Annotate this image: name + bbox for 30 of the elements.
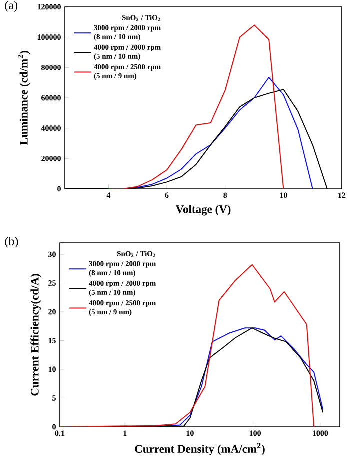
y-tick-label: 100000 — [38, 34, 61, 40]
y-tick-label: 30 — [48, 252, 56, 258]
y-tick-label: 80000 — [42, 64, 61, 70]
x-tick-label: 0.1 — [55, 430, 65, 436]
y-tick-label: 20 — [48, 309, 56, 315]
y-tick-label: 60000 — [42, 95, 61, 101]
chart-title: (b) — [5, 237, 18, 248]
x-tick-label: 4 — [106, 192, 111, 198]
y-tick-label: 120000 — [38, 4, 61, 10]
y-tick-label: 20000 — [42, 156, 61, 162]
x-tick-label: 100 — [250, 430, 262, 436]
x-tick-label: 1 — [124, 430, 127, 436]
y-tick-label: 15 — [48, 338, 56, 344]
x-tick-label: 1000 — [313, 430, 328, 436]
x-axis-title: Current Density (mA/cm$^{2}$) — [135, 443, 265, 456]
y-tick-label: 25 — [48, 280, 56, 286]
y-tick-label: 40000 — [41, 126, 61, 132]
x-tick-label: 10 — [280, 192, 288, 198]
y-tick-label: 5 — [52, 396, 56, 401]
y-axis-title: Current Efficiency(cd/A) — [30, 274, 42, 396]
y-tick-label: 0 — [52, 424, 56, 430]
chart-title: (a) — [5, 1, 18, 12]
x-axis-title: Voltage (V) — [176, 205, 231, 216]
x-tick-label: 6 — [165, 192, 169, 198]
y-axis-title: Luminance (cd/m$^{2}$) — [18, 51, 30, 146]
y-tick-label: 10 — [48, 366, 56, 372]
y-tick-label: 0 — [58, 186, 61, 192]
x-tick-label: 12 — [338, 192, 346, 198]
x-tick-label: 10 — [186, 430, 194, 436]
x-tick-label: 8 — [224, 192, 228, 198]
